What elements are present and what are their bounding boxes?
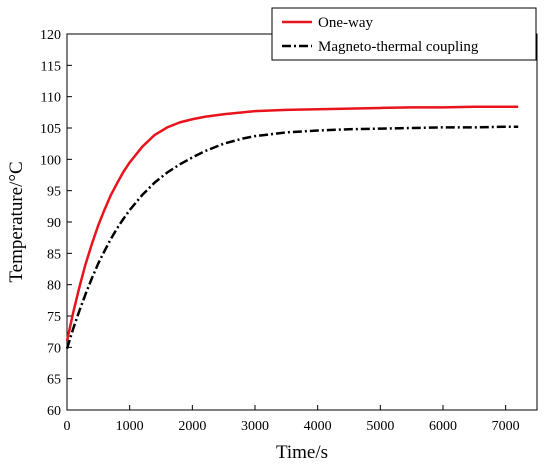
y-tick-label: 65 [47, 373, 61, 388]
x-axis-title: Time/s [276, 442, 328, 463]
y-tick-label: 115 [41, 59, 61, 74]
series-layer [65, 105, 519, 349]
y-tick-label: 90 [47, 216, 61, 231]
y-tick-label: 95 [47, 185, 61, 200]
x-tick-label: 7000 [492, 419, 520, 434]
y-tick-label: 105 [40, 122, 61, 137]
y-tick-label: 60 [47, 404, 61, 419]
x-tick-label: 6000 [429, 419, 457, 434]
x-tick-label: 2000 [178, 419, 206, 434]
y-axis-ticks: 60 65 70 75 80 85 90 95 100 105 110 115 120 [40, 28, 72, 419]
legend-label-magneto-thermal: Magneto-thermal coupling [318, 39, 479, 55]
x-tick-label: 0 [64, 419, 71, 434]
x-tick-label: 3000 [241, 419, 269, 434]
series-line-one-way [65, 105, 519, 342]
y-tick-label: 100 [40, 153, 61, 168]
x-axis-ticks: 0 1000 2000 3000 4000 5000 6000 7000 [64, 405, 520, 434]
y-tick-label: 80 [47, 279, 61, 294]
x-tick-label: 4000 [304, 419, 332, 434]
plot-area: 60 65 70 75 80 85 90 95 100 105 110 115 120 0 1000 200… [40, 28, 538, 434]
legend: One-way Magneto-thermal coupling [271, 7, 537, 61]
plot-frame [66, 33, 538, 411]
x-tick-label: 5000 [366, 419, 394, 434]
y-axis-title: Temperature/°C [6, 161, 27, 282]
y-tick-label: 120 [40, 28, 61, 43]
legend-label-one-way: One-way [318, 15, 373, 31]
series-line-magneto-thermal [65, 125, 519, 349]
y-tick-label: 75 [47, 310, 61, 325]
x-tick-label: 1000 [116, 419, 144, 434]
y-tick-label: 85 [47, 247, 61, 262]
legend-box [271, 7, 537, 61]
y-tick-label: 110 [41, 91, 61, 106]
y-tick-label: 70 [47, 341, 61, 356]
